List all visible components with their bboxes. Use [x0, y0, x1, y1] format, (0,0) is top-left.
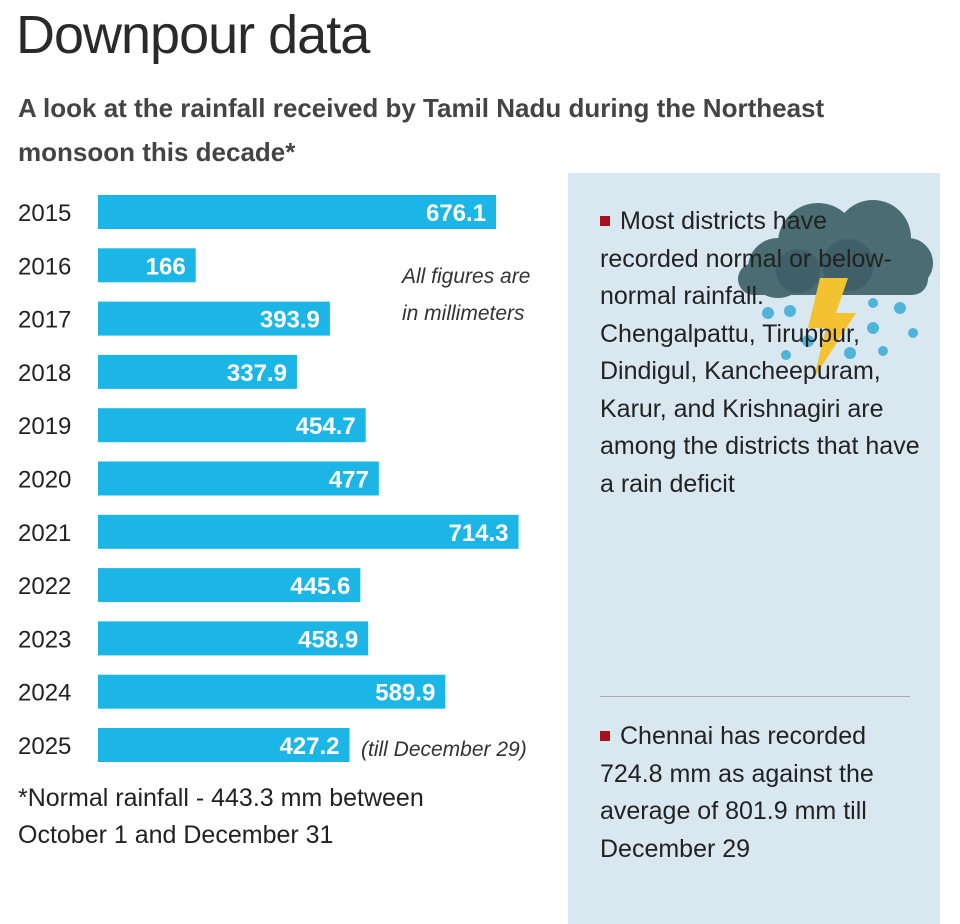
bar-2016: [98, 248, 196, 283]
storm-cloud-icon: [728, 183, 938, 387]
value-label: 458.9: [298, 626, 358, 653]
y-tick-label: 2022: [18, 573, 71, 600]
bar-2024: [98, 674, 446, 709]
bar-2021: [98, 514, 519, 549]
value-label: 714.3: [448, 520, 508, 547]
last-bar-note: (till December 29): [361, 738, 527, 761]
y-tick-label: 2015: [18, 200, 71, 227]
value-label: 676.1: [426, 200, 486, 227]
y-tick-label: 2025: [18, 733, 71, 760]
value-label: 166: [146, 253, 186, 280]
footnote: *Normal rainfall - 443.3 mm between Octo…: [18, 780, 558, 854]
units-note-line: in millimeters: [402, 302, 525, 325]
panel-divider: [600, 696, 910, 697]
bar-2018: [98, 354, 297, 389]
value-label: 427.2: [279, 733, 339, 760]
panel-point-2: Chennai has recorded 724.8 mm as against…: [600, 718, 920, 868]
bar-2022: [98, 568, 361, 603]
y-tick-label: 2021: [18, 520, 71, 547]
bar-chart: 2015 676.1 2016 166 2017 393.9 2018 337.9 2019 45…: [18, 195, 519, 762]
info-panel: Most districts have recorded normal or b…: [568, 173, 940, 924]
value-label: 337.9: [227, 360, 287, 387]
panel-point-1: Most districts have recorded normal or b…: [600, 203, 920, 503]
y-tick-label: 2016: [18, 253, 71, 280]
units-note: All figures are in millimeters: [402, 258, 530, 332]
bullet-icon: [600, 731, 610, 741]
y-tick-label: 2023: [18, 626, 71, 653]
panel-point-2-text: Chennai has recorded 724.8 mm as against…: [600, 722, 874, 863]
value-label: 393.9: [260, 307, 320, 334]
footnote-line: *Normal rainfall - 443.3 mm between: [18, 784, 424, 812]
bar-2025: [98, 728, 350, 762]
y-tick-label: 2020: [18, 467, 71, 494]
chart-title: Downpour data: [16, 5, 370, 65]
panel-point-1-text: Most districts have recorded normal or b…: [600, 207, 920, 498]
bar-2015: [98, 195, 497, 229]
y-tick-label: 2017: [18, 307, 71, 334]
bar-2020: [98, 461, 379, 496]
value-label: 445.6: [290, 573, 350, 600]
units-note-line: All figures are: [402, 265, 531, 288]
y-tick-label: 2018: [18, 360, 71, 387]
y-tick-label: 2019: [18, 413, 71, 440]
bar-2019: [98, 408, 366, 443]
y-tick-label: 2024: [18, 680, 71, 707]
footnote-line: October 1 and December 31: [18, 821, 334, 849]
value-label: 589.9: [375, 680, 435, 707]
chart-subtitle: A look at the rainfall received by Tamil…: [18, 93, 825, 167]
bar-2017: [98, 301, 330, 336]
bullet-icon: [600, 216, 610, 226]
bar-2023: [98, 621, 369, 656]
value-label: 454.7: [296, 413, 356, 440]
value-label: 477: [329, 467, 369, 494]
